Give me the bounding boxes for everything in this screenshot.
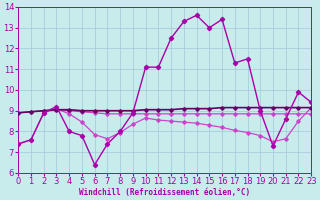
X-axis label: Windchill (Refroidissement éolien,°C): Windchill (Refroidissement éolien,°C) xyxy=(79,188,250,197)
